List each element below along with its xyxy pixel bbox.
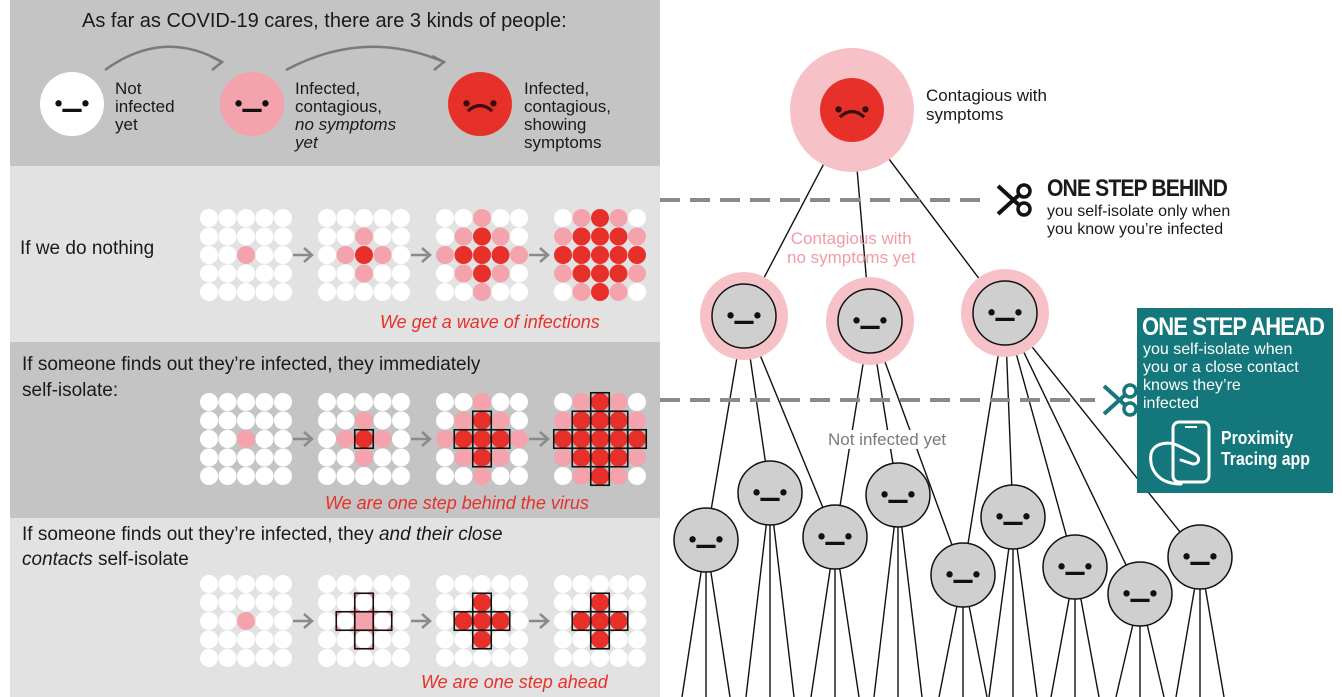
app-label-1: Proximity: [1221, 428, 1294, 448]
face-mid-3-icon: [972, 280, 1038, 346]
kind-infected-no-symptoms-label: Infected, contagious, no symptoms yet: [295, 79, 397, 152]
phone-hand-icon: [1149, 420, 1211, 486]
grid-arrow-1-2-icon: [411, 247, 432, 263]
grid-arrow-1-1-icon: [293, 247, 314, 263]
face-infected-no-symptoms-icon: [220, 72, 284, 136]
grid-arrow-3-2-icon: [411, 613, 432, 629]
grid-3-2: [318, 575, 410, 667]
root-label: Contagious with symptoms: [926, 86, 1047, 124]
scenario-2-text-line1: If someone finds out they’re infected, t…: [22, 354, 481, 375]
face-mid-1-icon: [711, 283, 777, 349]
face-low-8-icon: [1107, 561, 1173, 627]
behind-line1: you self-isolate only when: [1047, 203, 1231, 220]
scenario-2-text-line2: self-isolate:: [22, 380, 119, 401]
grid-1-2: [318, 209, 410, 301]
grid-1-4: [554, 209, 646, 301]
mid-label: Contagious with no symptoms yet: [787, 229, 916, 267]
face-low-7-icon: [1042, 534, 1108, 600]
grid-1-1: [200, 209, 292, 301]
face-mid-2-icon: [837, 288, 903, 354]
face-infected-symptoms-icon: [448, 72, 512, 136]
grid-2-1: [200, 393, 292, 485]
grid-3-4: [554, 575, 646, 667]
scenario-2-result: We are one step behind the virus: [325, 493, 589, 513]
arrow-1-icon: [104, 45, 225, 72]
grid-arrow-2-2-icon: [411, 431, 432, 447]
grid-1-3: [436, 209, 528, 301]
intro-title: As far as COVID-19 cares, there are 3 ki…: [82, 10, 567, 32]
grid-arrow-3-3-icon: [529, 613, 550, 629]
scenario-1-result: We get a wave of infections: [380, 312, 600, 332]
grid-arrow-2-3-icon: [529, 431, 550, 447]
scenario-1-text: If we do nothing: [20, 238, 155, 259]
grid-arrow-3-1-icon: [293, 613, 314, 629]
ahead-heading: ONE STEP AHEAD: [1142, 313, 1325, 341]
intro-panel: [10, 0, 660, 166]
low-label: Not infected yet: [826, 430, 949, 449]
grid-2-3: [436, 393, 528, 485]
grid-arrow-2-1-icon: [293, 431, 314, 447]
face-low-3-icon: [802, 504, 868, 570]
face-not-infected-icon: [40, 72, 104, 136]
scissors-ahead-icon: [1102, 383, 1138, 417]
ahead-line3: knows they’re: [1143, 377, 1241, 394]
grid-3-1: [200, 575, 292, 667]
scenario-3-result: We are one step ahead: [421, 672, 608, 692]
face-low-4-icon: [865, 462, 931, 528]
grid-2-4: [552, 391, 648, 487]
face-root-icon: [820, 78, 884, 142]
grid-2-2: [318, 393, 410, 485]
face-low-1-icon: [673, 507, 739, 573]
ahead-line2: you or a close contact: [1143, 359, 1299, 376]
ahead-box: ONE STEP AHEAD you self-isolate when you…: [1137, 308, 1333, 493]
behind-line2: you know you’re infected: [1047, 221, 1224, 238]
ahead-line4: infected: [1143, 395, 1200, 412]
face-low-2-icon: [737, 460, 803, 526]
scenario-behind-panel: [10, 342, 660, 518]
arrow-2-icon: [285, 45, 447, 72]
kind-not-infected-label: Not infected yet: [115, 79, 175, 134]
scenario-3-text-line1: If someone finds out they’re infected, t…: [22, 524, 503, 545]
kind-infected-symptoms-label: Infected, contagious, showing symptoms: [524, 79, 611, 152]
scenario-3-text-line2: contacts self-isolate: [22, 549, 189, 570]
app-label-2: Tracing app: [1221, 449, 1310, 469]
behind-heading: ONE STEP BEHIND: [1047, 175, 1228, 202]
grid-3-3: [436, 575, 528, 667]
scenario-ahead-panel: [10, 518, 660, 697]
ahead-line1: you self-isolate when: [1143, 341, 1293, 358]
face-low-6-icon: [980, 484, 1046, 550]
face-low-5-icon: [930, 542, 996, 608]
face-low-9-icon: [1167, 524, 1233, 590]
grid-arrow-1-3-icon: [529, 247, 550, 263]
scissors-behind-icon: [996, 183, 1032, 217]
